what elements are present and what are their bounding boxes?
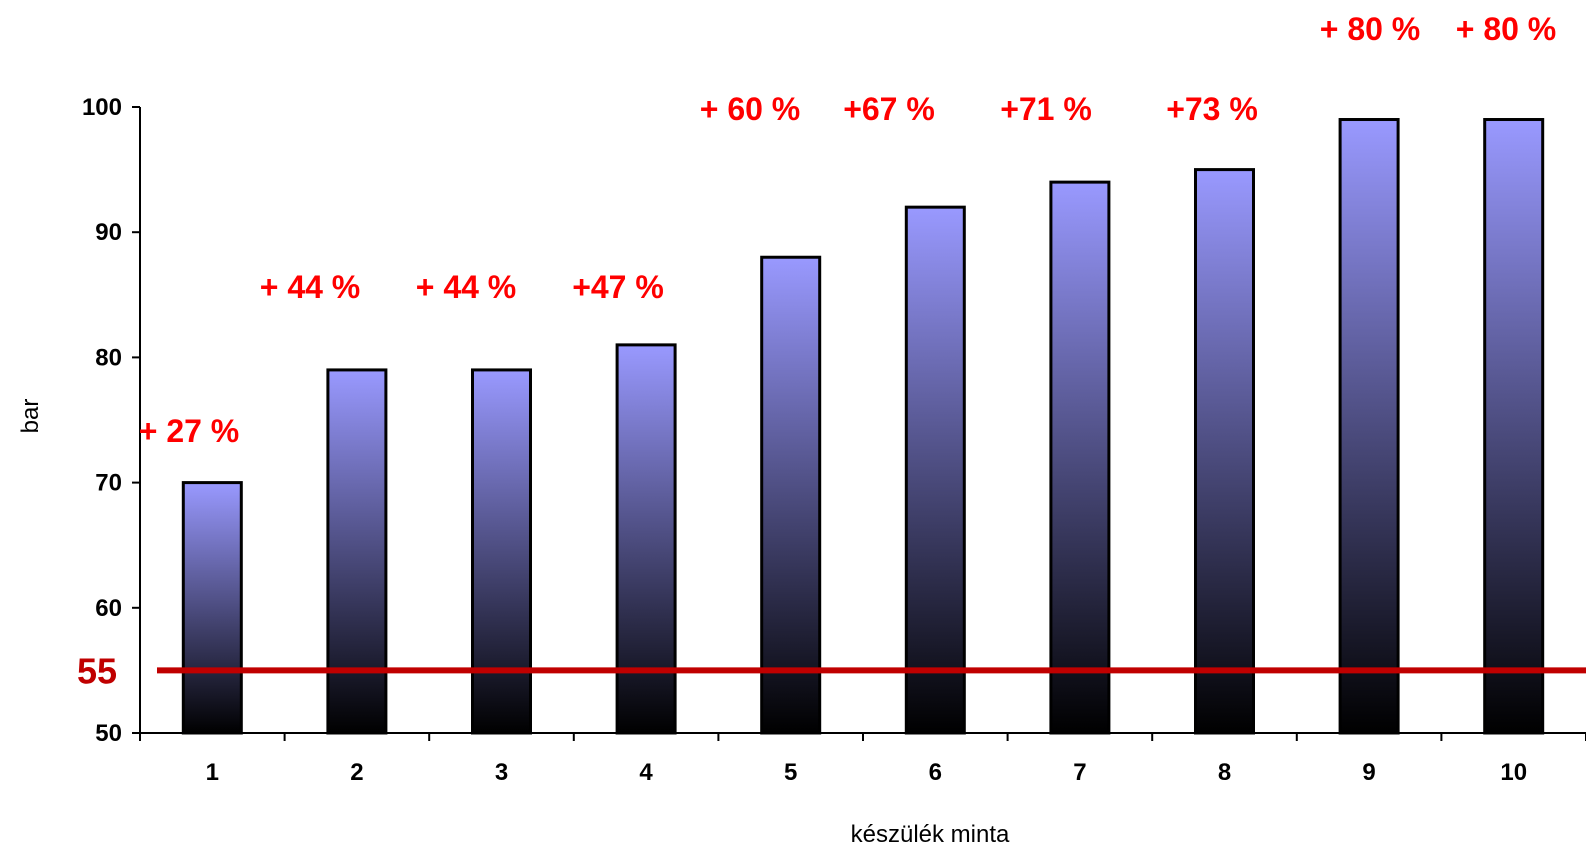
bar-8	[1194, 168, 1255, 735]
percent-annotation-8: +73 %	[1166, 91, 1258, 127]
bar-3	[471, 368, 532, 735]
labels-layer: 50 60 70 80 90 100 1 2 3 4 5 6 7 8 9 10 55 + 27 % + 44 % + …	[77, 11, 1556, 786]
x-tick-label-10: 10	[1500, 759, 1527, 786]
x-tick-label-7: 7	[1073, 759, 1086, 786]
x-tick-label-2: 2	[350, 759, 363, 786]
bar-6	[904, 205, 966, 735]
bar-5	[760, 255, 822, 735]
y-tick-label-60: 60	[95, 595, 122, 622]
x-tick-label-1: 1	[206, 759, 219, 786]
bar-4	[615, 343, 677, 735]
bar-7	[1049, 180, 1111, 735]
percent-annotation-5: + 60 %	[700, 91, 801, 127]
x-tick-label-4: 4	[639, 759, 653, 786]
percent-annotation-3: + 44 %	[416, 269, 517, 305]
y-tick-label-50: 50	[95, 720, 122, 747]
y-tick-label-80: 80	[95, 344, 122, 371]
axes-layer	[132, 106, 1586, 741]
x-tick-label-9: 9	[1362, 759, 1375, 786]
percent-annotation-7: +71 %	[1000, 91, 1092, 127]
x-tick-label-3: 3	[495, 759, 508, 786]
y-tick-label-90: 90	[95, 219, 122, 246]
percent-annotation-2: + 44 %	[260, 269, 361, 305]
bar-1	[181, 481, 243, 735]
bar-9	[1338, 118, 1400, 735]
percent-annotation-9: + 80 %	[1320, 11, 1421, 47]
y-tick-label-70: 70	[95, 470, 122, 497]
percent-annotation-1: + 27 %	[139, 413, 240, 449]
x-tick-label-8: 8	[1218, 759, 1231, 786]
x-axis-title: készülék minta	[851, 821, 1010, 848]
y-axis-title: bar	[17, 399, 44, 434]
percent-annotation-4: +47 %	[572, 269, 664, 305]
percent-annotation-6: +67 %	[843, 91, 935, 127]
x-tick-label-6: 6	[929, 759, 942, 786]
y-tick-label-100: 100	[82, 94, 122, 121]
x-tick-label-5: 5	[784, 759, 797, 786]
bars-layer	[181, 118, 1545, 735]
bar-2	[326, 368, 388, 735]
bar-10	[1483, 118, 1545, 735]
percent-annotation-10: + 80 %	[1456, 11, 1557, 47]
reference-line-label: 55	[77, 650, 117, 691]
